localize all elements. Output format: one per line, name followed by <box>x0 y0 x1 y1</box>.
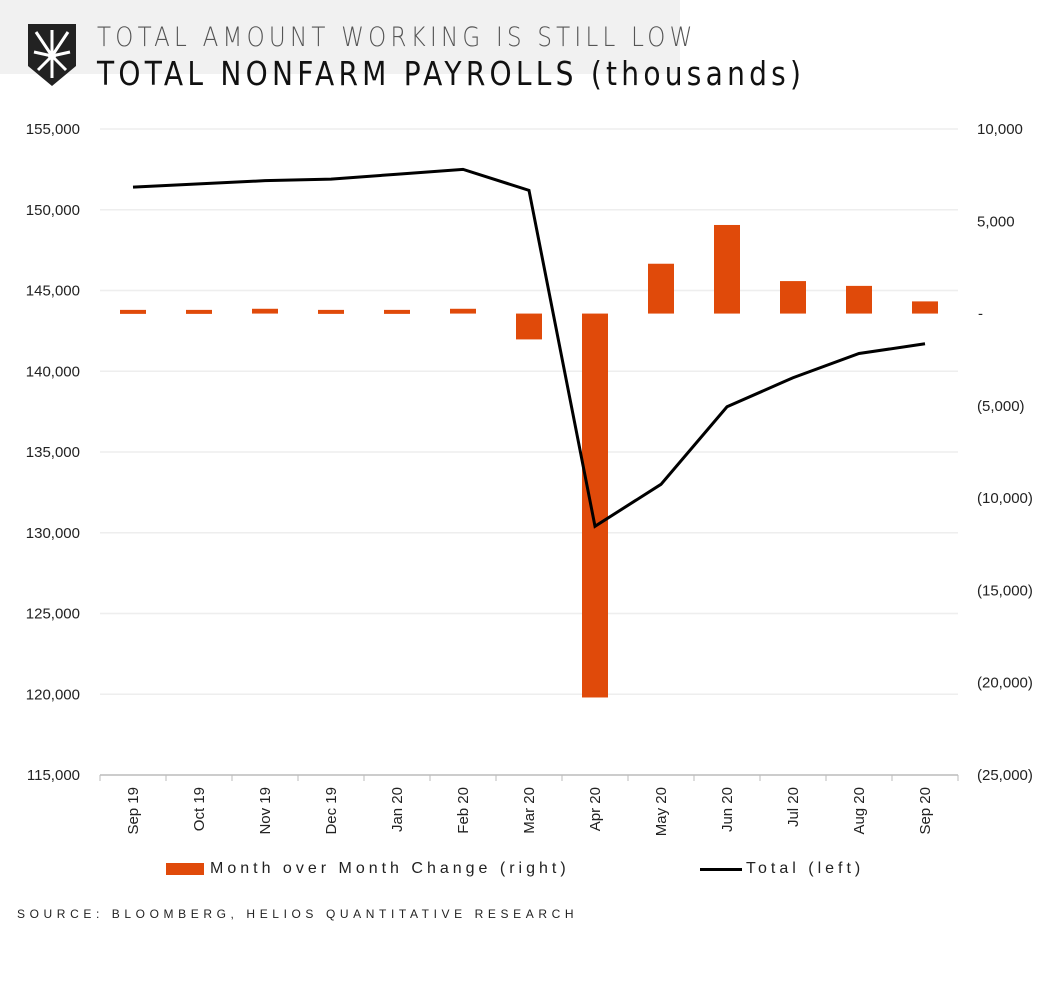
bar-may-20 <box>648 263 674 314</box>
right-axis-tick-label: 10,000 <box>977 121 1023 138</box>
legend-bar: Month over Month Change (right) <box>166 860 570 878</box>
legend-bar-swatch <box>166 863 204 875</box>
right-axis-tick-label: (25,000) <box>977 767 1033 784</box>
bar-nov-19 <box>252 308 278 314</box>
total-line <box>132 167 926 529</box>
left-axis-tick-label: 120,000 <box>26 686 80 703</box>
legend-line-swatch <box>700 867 742 871</box>
x-axis-tick-label: Jan 20 <box>389 787 406 832</box>
left-axis-tick-label: 130,000 <box>26 525 80 542</box>
x-axis-tick-label: Dec 19 <box>323 787 340 835</box>
left-axis-tick-label: 135,000 <box>26 444 80 461</box>
bar-mar-20 <box>516 313 542 340</box>
chart-subtitle: TOTAL AMOUNT WORKING IS STILL LOW <box>97 22 697 53</box>
right-axis-tick-label: (10,000) <box>977 490 1033 507</box>
x-axis-tick-label: Sep 19 <box>125 787 142 835</box>
left-axis-tick-label: 125,000 <box>26 606 80 623</box>
x-axis-tick-label: Jul 20 <box>785 787 802 827</box>
bar-jan-20 <box>384 309 410 314</box>
right-axis-tick-label: - <box>978 306 983 323</box>
x-axis-tick-label: Jun 20 <box>719 787 736 832</box>
bar-aug-20 <box>846 285 872 314</box>
left-axis-tick-label: 140,000 <box>26 363 80 380</box>
bar-dec-19 <box>318 309 344 314</box>
right-axis-tick-label: 5,000 <box>977 213 1015 230</box>
header-background <box>0 0 680 74</box>
bar-sep-19 <box>120 309 146 314</box>
x-axis-tick-label: Mar 20 <box>521 787 538 834</box>
source-note: SOURCE: BLOOMBERG, HELIOS QUANTITATIVE R… <box>17 907 579 921</box>
bar-apr-20 <box>582 313 608 698</box>
left-axis-tick-label: 115,000 <box>27 767 80 784</box>
x-axis-tick-label: Aug 20 <box>851 787 868 835</box>
right-axis-tick-label: (5,000) <box>977 398 1025 415</box>
x-axis-tick-label: Sep 20 <box>917 787 934 835</box>
bar-jul-20 <box>780 281 806 314</box>
left-axis-tick-label: 155,000 <box>26 121 80 138</box>
bar-feb-20 <box>450 308 476 314</box>
right-axis-tick-label: (15,000) <box>977 582 1033 599</box>
legend-line: Total (left) <box>700 860 864 878</box>
x-axis-tick-label: May 20 <box>653 787 670 836</box>
legend-bar-label: Month over Month Change (right) <box>210 860 570 877</box>
shield-logo-icon <box>28 24 76 86</box>
chart-title: TOTAL NONFARM PAYROLLS (thousands) <box>97 54 806 93</box>
x-axis-tick-label: Feb 20 <box>455 787 472 834</box>
bar-oct-19 <box>186 309 212 314</box>
right-axis-tick-label: (20,000) <box>977 675 1033 692</box>
chart: 115,000 120,000 125,000 130,000 135,000 140,0… <box>26 121 1033 836</box>
left-axis-tick-label: 150,000 <box>26 202 80 219</box>
bar-jun-20 <box>714 224 740 314</box>
bar-sep-20 <box>912 301 938 314</box>
x-axis-tick-label: Nov 19 <box>257 787 274 835</box>
left-axis-tick-label: 145,000 <box>26 283 80 300</box>
legend-line-label: Total (left) <box>746 860 865 877</box>
x-axis-tick-label: Apr 20 <box>587 787 604 831</box>
x-axis-tick-label: Oct 19 <box>191 787 208 831</box>
